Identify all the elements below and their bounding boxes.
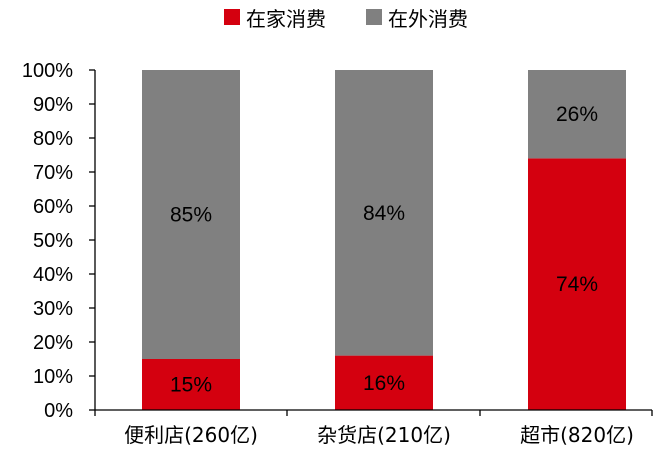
data-label: 15% bbox=[170, 374, 212, 397]
y-tick-label: 60% bbox=[33, 196, 73, 218]
legend-label: 在家消费 bbox=[246, 7, 326, 31]
legend-swatch bbox=[224, 9, 240, 25]
legend-label: 在外消费 bbox=[388, 7, 468, 31]
data-label: 74% bbox=[556, 273, 598, 296]
y-tick-label: 70% bbox=[33, 162, 73, 184]
x-category-label: 便利店(260亿) bbox=[124, 423, 258, 447]
y-tick-label: 10% bbox=[33, 366, 73, 388]
data-label: 26% bbox=[556, 103, 598, 126]
y-axis: 0% 10% 20% 30% 40% 50% 60% 70% 80% 90% 100% bbox=[22, 60, 96, 422]
y-tick-label: 40% bbox=[33, 264, 73, 286]
legend-swatch bbox=[366, 9, 382, 25]
y-tick-label: 80% bbox=[33, 128, 73, 150]
bar-away-0 bbox=[142, 70, 240, 359]
bar-home-2 bbox=[528, 158, 626, 410]
x-category-label: 杂货店(210亿) bbox=[317, 423, 451, 447]
data-label: 84% bbox=[363, 202, 405, 225]
x-category-label: 超市(820亿) bbox=[520, 423, 634, 447]
y-tick-label: 20% bbox=[33, 332, 73, 354]
x-axis: 便利店(260亿) 杂货店(210亿) 超市(820亿) bbox=[94, 409, 653, 447]
bars bbox=[142, 70, 626, 410]
y-tick-label: 90% bbox=[33, 94, 73, 116]
y-tick-label: 0% bbox=[44, 400, 73, 422]
data-label: 16% bbox=[363, 372, 405, 395]
y-tick-label: 100% bbox=[22, 60, 73, 82]
y-tick-label: 50% bbox=[33, 230, 73, 252]
bar-home-1 bbox=[335, 355, 433, 410]
data-labels: 15% 85% 16% 84% 74% 26% bbox=[170, 103, 598, 396]
bar-away-1 bbox=[335, 70, 433, 356]
y-tick-label: 30% bbox=[33, 298, 73, 320]
bar-home-0 bbox=[142, 359, 240, 410]
legend: 在家消费 在外消费 bbox=[224, 7, 468, 31]
data-label: 85% bbox=[170, 204, 212, 227]
bar-away-2 bbox=[528, 70, 626, 159]
